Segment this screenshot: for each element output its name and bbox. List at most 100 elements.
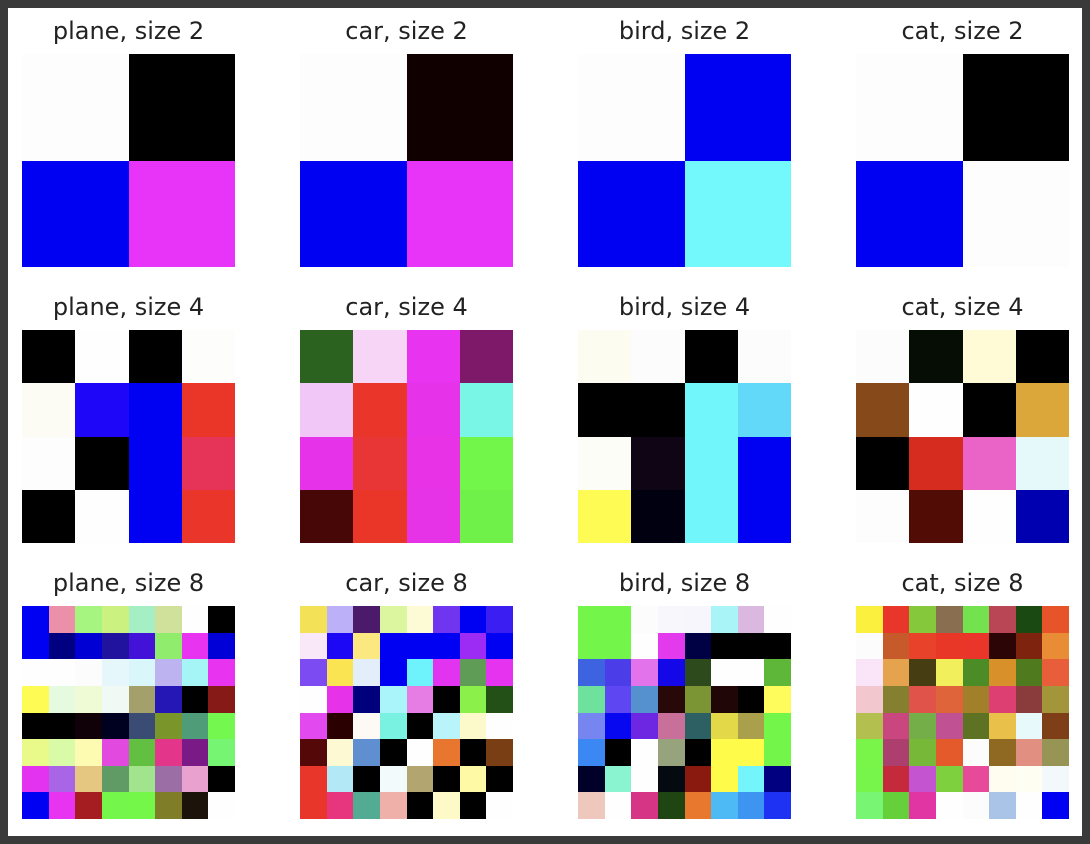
pixel-cell [300,489,354,543]
panel-title: bird, size 4 [618,293,751,321]
pixel-cell [128,712,156,740]
image-panel: car, size 4 [300,292,513,543]
pixel-cell [962,383,1016,437]
pixel-cell [22,606,49,633]
pixel-cell [300,436,354,490]
pixel-cell [935,739,963,766]
pixel-cell [128,739,156,766]
pixel-cell [353,489,407,543]
pixel-cell [578,54,685,161]
pixel-cell [486,739,513,766]
panel-title: bird, size 8 [618,569,751,597]
pixel-cell [128,160,235,267]
panel-title: plane, size 4 [52,293,205,321]
pixel-cell [989,685,1016,713]
pixel-cell [764,659,791,686]
pixel-cell [962,606,990,633]
pixel-cell [300,160,407,267]
pixel-cell [711,632,738,660]
pixel-cell [75,739,102,766]
pixel-cell [22,54,129,161]
pixel-cell [433,792,460,819]
pixel-cell [909,436,963,490]
pixel-cell [459,606,487,633]
pixel-cell [300,330,354,384]
pixel-cell [22,792,49,819]
pixel-cell [631,712,658,740]
pixel-cell [459,659,487,686]
pixel-cell [22,436,76,490]
pixel-cell [433,739,460,766]
pixel-grid [856,330,1069,543]
pixel-cell [1042,739,1069,766]
image-panel: plane, size 8 [22,568,235,819]
pixel-cell [181,765,209,793]
pixel-cell [935,632,963,660]
pixel-cell [631,685,658,713]
pixel-cell [75,632,102,660]
pixel-cell [909,685,936,713]
pixel-cell [578,765,605,793]
pixel-cell [379,606,407,633]
pixel-cell [48,765,76,793]
pixel-grid [300,330,513,543]
pixel-cell [962,792,990,819]
pixel-cell [631,489,685,543]
pixel-cell [128,383,182,437]
pixel-cell [989,792,1016,819]
pixel-cell [75,685,102,713]
pixel-cell [1015,632,1043,660]
pixel-cell [962,160,1069,267]
pixel-cell [856,632,883,660]
pixel-cell [909,330,963,384]
pixel-cell [578,160,685,267]
pixel-cell [300,685,327,713]
pixel-cell [406,330,460,384]
pixel-cell [657,659,685,686]
pixel-cell [856,765,883,793]
pixel-cell [764,792,791,819]
pixel-cell [856,712,883,740]
pixel-cell [353,606,380,633]
pixel-cell [300,792,327,819]
pixel-cell [1015,489,1069,543]
image-panel: bird, size 8 [578,568,791,819]
pixel-cell [128,632,156,660]
pixel-cell [1015,659,1043,686]
pixel-cell [75,765,102,793]
pixel-cell [101,792,129,819]
pixel-cell [181,632,209,660]
panel-title: car, size 2 [345,17,468,45]
pixel-cell [856,383,910,437]
pixel-cell [737,606,765,633]
pixel-grid [856,606,1069,819]
pixel-cell [22,659,49,686]
pixel-cell [406,659,434,686]
pixel-cell [737,383,791,437]
image-panel: bird, size 4 [578,292,791,543]
pixel-cell [353,436,407,490]
pixel-cell [486,632,513,660]
pixel-cell [353,739,380,766]
pixel-cell [155,712,182,740]
pixel-cell [989,659,1016,686]
pixel-cell [882,659,910,686]
pixel-cell [353,330,407,384]
pixel-cell [406,739,434,766]
pixel-cell [856,606,883,633]
pixel-cell [604,632,632,660]
image-panel: plane, size 2 [22,16,235,267]
pixel-cell [909,383,963,437]
pixel-cell [155,739,182,766]
pixel-cell [379,792,407,819]
image-panel: car, size 2 [300,16,513,267]
pixel-cell [208,712,235,740]
pixel-cell [406,712,434,740]
pixel-cell [155,659,182,686]
pixel-cell [856,792,883,819]
pixel-cell [1015,436,1069,490]
pixel-cell [578,632,605,660]
pixel-cell [684,792,712,819]
pixel-cell [181,685,209,713]
pixel-cell [1015,383,1069,437]
